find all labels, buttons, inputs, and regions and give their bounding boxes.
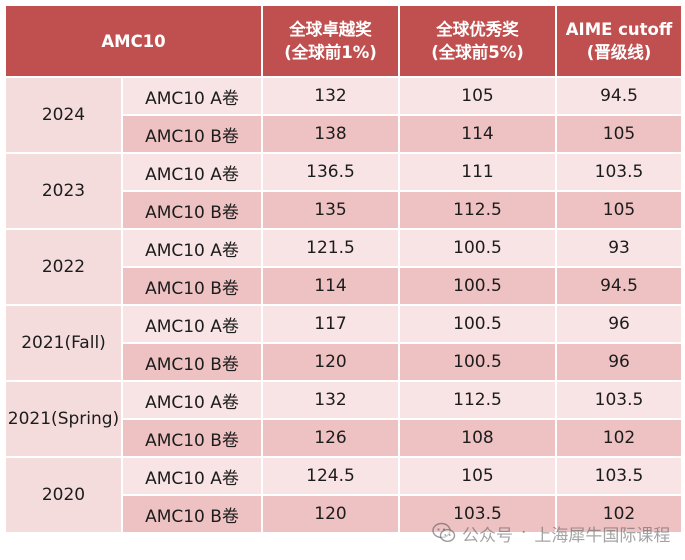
top5-cell: 114 <box>398 114 558 154</box>
header-row: AMC10 全球卓越奖 (全球前1%) 全球优秀奖 (全球前5%) AIME c… <box>3 4 684 78</box>
top1-cell: 121.5 <box>261 228 401 268</box>
year-cell: 2020 <box>4 456 123 534</box>
top1-cell: 124.5 <box>261 456 401 496</box>
top5-cell: 103.5 <box>398 494 558 534</box>
table-row: 2021(Spring) AMC10 A卷 132 112.5 103.5 <box>4 380 684 458</box>
table-row: AMC10 B卷 120 103.5 102 <box>5 494 684 534</box>
header-title: AMC10 <box>3 4 264 78</box>
paper-cell: AMC10 B卷 <box>120 266 264 306</box>
header-aime: AIME cutoff (晋级线) <box>555 4 684 78</box>
top1-cell: 132 <box>261 380 401 420</box>
year-cell: 2021(Fall) <box>4 304 123 382</box>
header-top1: 全球卓越奖 (全球前1%) <box>261 4 401 78</box>
table-row: 2022 AMC10 A卷 121.5 100.5 93 <box>4 228 684 306</box>
paper-cell: AMC10 B卷 <box>120 418 264 458</box>
header-top5: 全球优秀奖 (全球前5%) <box>398 4 558 78</box>
top5-cell: 108 <box>398 418 558 458</box>
top5-cell: 100.5 <box>398 228 558 268</box>
top1-cell: 120 <box>261 342 401 382</box>
top1-cell: 138 <box>261 114 401 154</box>
top5-cell: 112.5 <box>398 190 558 230</box>
paper-cell: AMC10 A卷 <box>120 304 264 344</box>
top1-cell: 117 <box>261 304 401 344</box>
paper-cell: AMC10 A卷 <box>120 456 264 496</box>
top1-cell: 132 <box>261 76 401 116</box>
aime-cell: 103.5 <box>555 152 684 192</box>
top5-cell: 100.5 <box>398 304 558 344</box>
aime-cell: 102 <box>555 418 684 458</box>
top5-cell: 105 <box>398 456 558 496</box>
aime-cell: 93 <box>555 228 684 268</box>
aime-cell: 103.5 <box>555 380 684 420</box>
header-top1-line2: (全球前1%) <box>284 43 377 62</box>
paper-cell: AMC10 B卷 <box>120 494 264 534</box>
year-cell: 2022 <box>4 228 123 306</box>
table-row: 2021(Fall) AMC10 A卷 117 100.5 96 <box>4 304 684 382</box>
top5-cell: 105 <box>398 76 558 116</box>
aime-cell: 103.5 <box>555 456 684 496</box>
top1-cell: 135 <box>261 190 401 230</box>
paper-cell: AMC10 B卷 <box>120 190 264 230</box>
aime-cell: 102 <box>555 494 684 534</box>
aime-cell: 96 <box>555 342 684 382</box>
year-cell: 2023 <box>4 152 123 230</box>
header-top5-line1: 全球优秀奖 <box>436 20 519 39</box>
amc10-score-table: AMC10 全球卓越奖 (全球前1%) 全球优秀奖 (全球前5%) AIME c… <box>3 4 684 534</box>
paper-cell: AMC10 A卷 <box>120 228 264 268</box>
top1-cell: 136.5 <box>261 152 401 192</box>
aime-cell: 94.5 <box>555 76 684 116</box>
header-aime-line2: (晋级线) <box>586 43 652 62</box>
year-cell: 2021(Spring) <box>4 380 123 458</box>
header-top5-line2: (全球前5%) <box>431 43 524 62</box>
table-row: AMC10 B卷 138 114 105 <box>5 114 684 154</box>
table-row: AMC10 B卷 114 100.5 94.5 <box>5 266 684 306</box>
aime-cell: 94.5 <box>555 266 684 306</box>
aime-cell: 105 <box>555 114 684 154</box>
top1-cell: 126 <box>261 418 401 458</box>
aime-cell: 96 <box>555 304 684 344</box>
top5-cell: 100.5 <box>398 342 558 382</box>
top5-cell: 112.5 <box>398 380 558 420</box>
table-row: AMC10 B卷 135 112.5 105 <box>5 190 684 230</box>
header-top1-line1: 全球卓越奖 <box>289 20 372 39</box>
top1-cell: 120 <box>261 494 401 534</box>
year-cell: 2024 <box>4 76 123 154</box>
top5-cell: 100.5 <box>398 266 558 306</box>
paper-cell: AMC10 A卷 <box>120 152 264 192</box>
table-row: 2020 AMC10 A卷 124.5 105 103.5 <box>4 456 684 534</box>
table-row: 2023 AMC10 A卷 136.5 111 103.5 <box>4 152 684 230</box>
top1-cell: 114 <box>261 266 401 306</box>
header-aime-line1: AIME cutoff <box>565 20 673 39</box>
table-row: 2024 AMC10 A卷 132 105 94.5 <box>4 76 684 154</box>
paper-cell: AMC10 B卷 <box>120 114 264 154</box>
aime-cell: 105 <box>555 190 684 230</box>
top5-cell: 111 <box>398 152 558 192</box>
paper-cell: AMC10 B卷 <box>120 342 264 382</box>
table-row: AMC10 B卷 126 108 102 <box>5 418 684 458</box>
paper-cell: AMC10 A卷 <box>120 380 264 420</box>
paper-cell: AMC10 A卷 <box>120 76 264 116</box>
table-row: AMC10 B卷 120 100.5 96 <box>5 342 684 382</box>
